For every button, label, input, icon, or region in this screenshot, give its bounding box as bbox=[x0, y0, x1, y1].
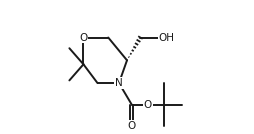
Text: O: O bbox=[79, 33, 88, 42]
Text: O: O bbox=[128, 121, 136, 131]
Text: OH: OH bbox=[158, 33, 174, 42]
Text: N: N bbox=[115, 78, 123, 88]
Text: O: O bbox=[144, 100, 152, 109]
